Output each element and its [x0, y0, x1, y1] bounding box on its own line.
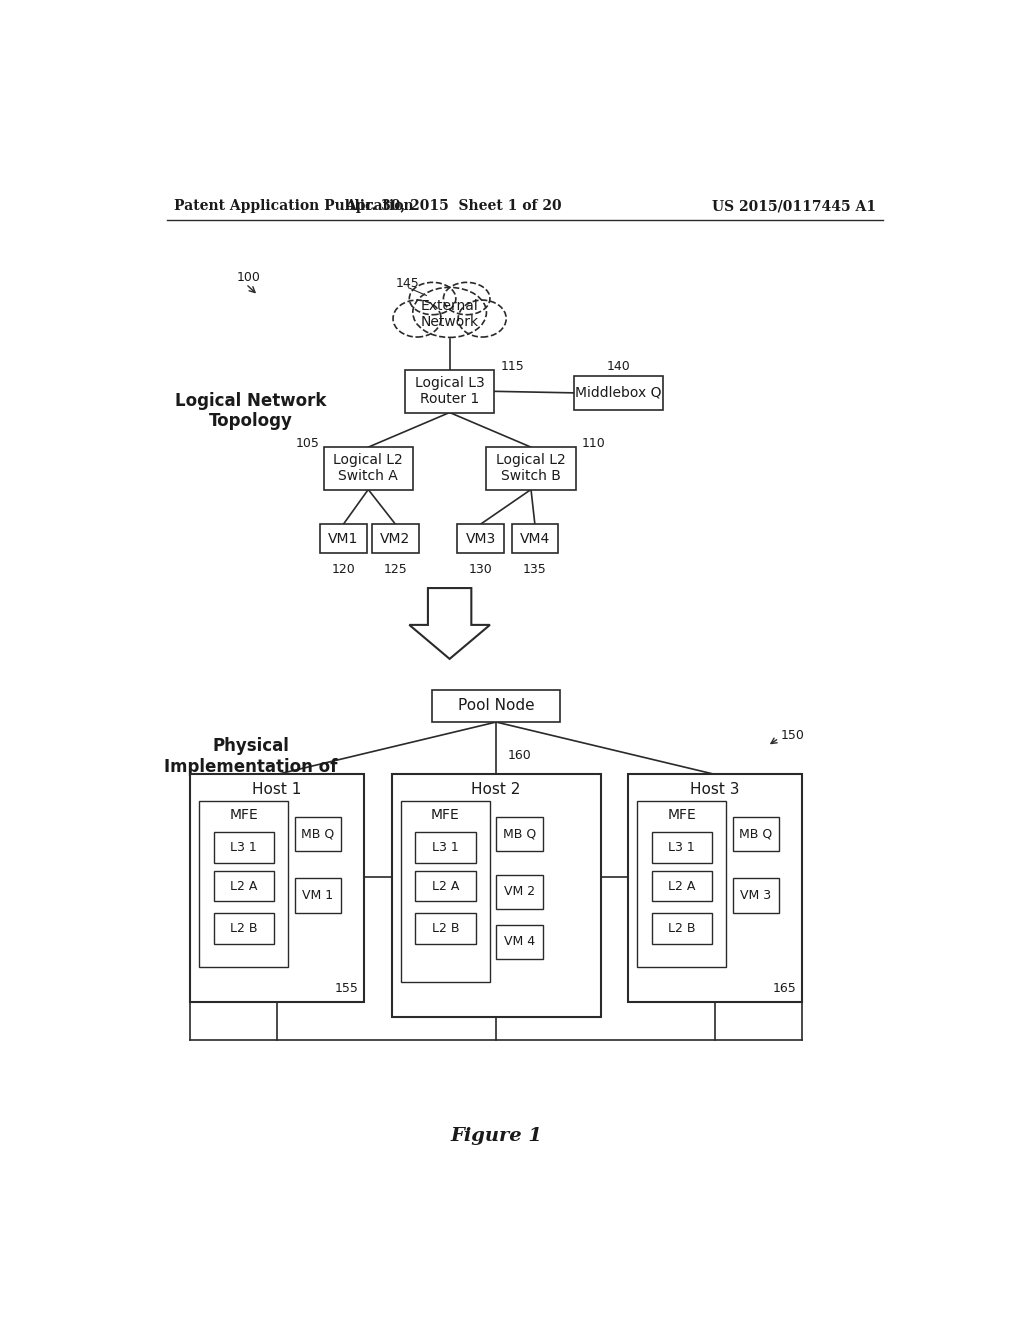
FancyBboxPatch shape — [295, 878, 341, 913]
Text: L3 1: L3 1 — [230, 841, 257, 854]
Text: L2 B: L2 B — [431, 921, 459, 935]
FancyBboxPatch shape — [512, 524, 558, 553]
Text: L2 A: L2 A — [668, 879, 695, 892]
Text: Physical
Implementation of
Network: Physical Implementation of Network — [164, 737, 337, 796]
Text: Middlebox Q: Middlebox Q — [574, 385, 662, 400]
Text: L2 A: L2 A — [432, 879, 459, 892]
Text: VM3: VM3 — [466, 532, 496, 545]
FancyBboxPatch shape — [321, 524, 367, 553]
Text: MFE: MFE — [668, 808, 696, 822]
FancyBboxPatch shape — [214, 913, 274, 944]
Text: Host 2: Host 2 — [471, 783, 521, 797]
FancyBboxPatch shape — [415, 871, 475, 902]
Text: Logical L2
Switch A: Logical L2 Switch A — [334, 453, 403, 483]
Text: 135: 135 — [523, 562, 547, 576]
FancyBboxPatch shape — [214, 871, 274, 902]
Text: VM 1: VM 1 — [302, 890, 334, 902]
Text: US 2015/0117445 A1: US 2015/0117445 A1 — [713, 199, 877, 213]
FancyBboxPatch shape — [486, 447, 575, 490]
FancyBboxPatch shape — [415, 913, 475, 944]
Text: 110: 110 — [582, 437, 605, 450]
Text: Logical L2
Switch B: Logical L2 Switch B — [496, 453, 566, 483]
Text: MB Q: MB Q — [739, 828, 772, 841]
Text: VM4: VM4 — [520, 532, 550, 545]
FancyBboxPatch shape — [200, 801, 289, 966]
Text: VM 4: VM 4 — [504, 936, 535, 948]
Text: Apr. 30, 2015  Sheet 1 of 20: Apr. 30, 2015 Sheet 1 of 20 — [345, 199, 562, 213]
FancyBboxPatch shape — [573, 376, 663, 411]
FancyBboxPatch shape — [295, 817, 341, 851]
FancyBboxPatch shape — [651, 913, 712, 944]
FancyBboxPatch shape — [324, 447, 413, 490]
Text: 155: 155 — [334, 982, 358, 995]
Text: Pool Node: Pool Node — [458, 698, 535, 713]
FancyBboxPatch shape — [496, 875, 543, 909]
FancyBboxPatch shape — [400, 801, 489, 982]
Text: 100: 100 — [237, 271, 260, 284]
FancyBboxPatch shape — [406, 370, 495, 412]
Text: L2 A: L2 A — [230, 879, 258, 892]
FancyBboxPatch shape — [415, 832, 475, 863]
Text: 105: 105 — [296, 437, 319, 450]
Text: Host 3: Host 3 — [690, 783, 739, 797]
Text: L2 B: L2 B — [230, 921, 258, 935]
Text: 120: 120 — [332, 562, 355, 576]
Text: VM1: VM1 — [329, 532, 358, 545]
FancyBboxPatch shape — [432, 689, 560, 722]
Text: 140: 140 — [606, 360, 630, 372]
Text: MB Q: MB Q — [301, 828, 335, 841]
Text: Patent Application Publication: Patent Application Publication — [174, 199, 414, 213]
FancyBboxPatch shape — [628, 775, 802, 1002]
FancyBboxPatch shape — [458, 524, 504, 553]
FancyBboxPatch shape — [732, 817, 779, 851]
Text: 115: 115 — [501, 360, 524, 372]
Text: 125: 125 — [384, 562, 408, 576]
FancyBboxPatch shape — [214, 832, 274, 863]
Ellipse shape — [443, 282, 489, 314]
Ellipse shape — [393, 300, 441, 337]
FancyBboxPatch shape — [391, 775, 601, 1016]
Text: MB Q: MB Q — [503, 828, 536, 841]
Text: Figure 1: Figure 1 — [451, 1127, 542, 1146]
FancyBboxPatch shape — [637, 801, 726, 966]
Text: MFE: MFE — [431, 808, 460, 822]
FancyBboxPatch shape — [651, 832, 712, 863]
Polygon shape — [410, 589, 489, 659]
Text: Host 1: Host 1 — [253, 783, 302, 797]
Text: 160: 160 — [508, 748, 531, 762]
Text: 145: 145 — [395, 277, 419, 289]
Text: MFE: MFE — [229, 808, 258, 822]
FancyBboxPatch shape — [190, 775, 365, 1002]
Text: VM2: VM2 — [380, 532, 411, 545]
FancyBboxPatch shape — [496, 817, 543, 851]
FancyBboxPatch shape — [496, 924, 543, 960]
Ellipse shape — [413, 288, 486, 338]
FancyBboxPatch shape — [372, 524, 419, 553]
FancyBboxPatch shape — [732, 878, 779, 913]
Text: External
Network: External Network — [421, 298, 478, 329]
Text: L3 1: L3 1 — [669, 841, 695, 854]
Ellipse shape — [458, 300, 506, 337]
Text: 165: 165 — [772, 982, 796, 995]
Text: Logical Network
Topology: Logical Network Topology — [175, 392, 326, 430]
FancyBboxPatch shape — [651, 871, 712, 902]
Text: L2 B: L2 B — [668, 921, 695, 935]
Text: 130: 130 — [469, 562, 493, 576]
Text: VM 3: VM 3 — [740, 890, 771, 902]
Text: VM 2: VM 2 — [504, 886, 535, 899]
Ellipse shape — [410, 282, 456, 314]
Text: L3 1: L3 1 — [432, 841, 459, 854]
Text: Logical L3
Router 1: Logical L3 Router 1 — [415, 376, 484, 407]
Text: 150: 150 — [780, 730, 805, 742]
